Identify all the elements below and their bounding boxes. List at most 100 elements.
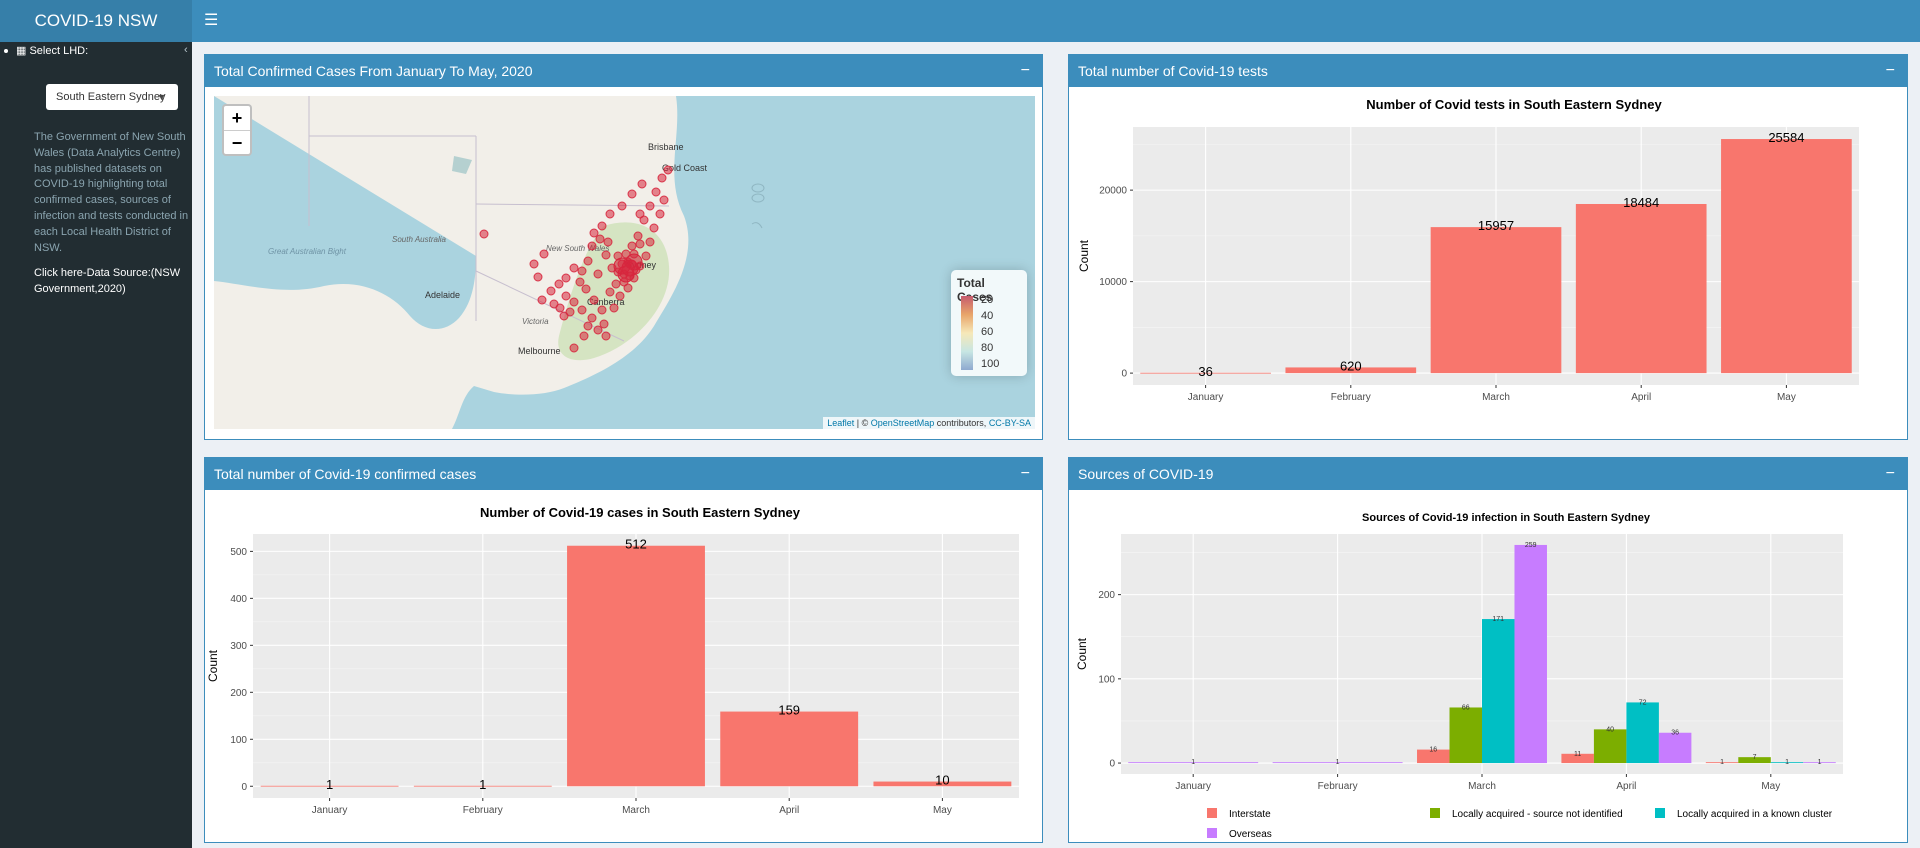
osm-link[interactable]: OpenStreetMap <box>870 418 935 428</box>
bar-may-locally-acquired-source-not-identified[interactable] <box>1738 757 1771 764</box>
minimize-icon[interactable]: − <box>1020 62 1030 79</box>
case-marker[interactable] <box>605 287 615 297</box>
case-marker[interactable] <box>605 209 615 219</box>
bar-may-interstate[interactable] <box>1705 762 1739 764</box>
map-canvas[interactable]: Brisbane Gold Coast South Australia New Sou… <box>214 96 1035 429</box>
case-marker[interactable] <box>601 331 611 341</box>
lhd-select[interactable]: South Eastern Sydney ▼ <box>46 84 178 110</box>
case-marker[interactable] <box>649 223 659 233</box>
bar-january[interactable] <box>1140 372 1271 374</box>
case-marker[interactable] <box>577 266 587 276</box>
case-marker[interactable] <box>663 165 673 175</box>
bar-may[interactable] <box>873 781 1012 787</box>
case-marker[interactable] <box>546 286 556 296</box>
leaflet-link[interactable]: Leaflet <box>827 418 855 428</box>
bar-april[interactable] <box>720 711 859 787</box>
zoom-in-button[interactable]: + <box>231 108 243 128</box>
case-marker[interactable] <box>559 311 569 321</box>
case-marker[interactable] <box>549 299 559 309</box>
case-marker[interactable] <box>657 173 667 183</box>
case-marker[interactable] <box>599 319 609 329</box>
bar-february-overseas[interactable] <box>1272 762 1403 764</box>
bar-april-overseas[interactable] <box>1658 732 1692 764</box>
zoom-out-button[interactable]: − <box>224 130 250 154</box>
case-marker[interactable] <box>579 331 589 341</box>
bar-april[interactable] <box>1575 203 1707 374</box>
case-marker[interactable] <box>633 231 643 241</box>
map-label-canberra: Canberra <box>587 297 625 307</box>
case-marker[interactable] <box>617 201 627 211</box>
case-marker[interactable] <box>597 221 607 231</box>
case-marker[interactable] <box>583 321 593 331</box>
case-marker[interactable] <box>597 305 607 315</box>
case-marker[interactable] <box>569 343 579 353</box>
case-marker[interactable] <box>641 251 651 261</box>
case-marker[interactable] <box>659 195 669 205</box>
case-marker[interactable] <box>593 269 603 279</box>
bar-march-locally-acquired-source-not-identified[interactable] <box>1449 707 1482 764</box>
case-marker[interactable] <box>603 237 613 247</box>
bar-january-overseas[interactable] <box>1128 762 1259 764</box>
case-marker[interactable] <box>539 249 549 259</box>
case-marker[interactable] <box>655 209 665 219</box>
case-marker[interactable] <box>561 291 571 301</box>
app-title[interactable]: COVID-19 NSW <box>0 0 192 42</box>
case-marker[interactable] <box>587 241 597 251</box>
case-marker[interactable] <box>561 273 571 283</box>
case-marker[interactable] <box>645 237 655 247</box>
case-marker[interactable] <box>529 259 539 269</box>
case-marker[interactable] <box>627 241 637 251</box>
map-view[interactable]: Brisbane Gold Coast South Australia New Sou… <box>214 96 1035 429</box>
case-marker[interactable] <box>537 295 547 305</box>
case-marker[interactable] <box>637 179 647 189</box>
bar-january[interactable] <box>260 785 399 787</box>
case-marker[interactable] <box>593 325 603 335</box>
bar-data-label: 620 <box>1340 358 1362 373</box>
case-marker[interactable] <box>569 297 579 307</box>
sources-box-body: Sources of Covid-19 infection in South E… <box>1069 490 1907 842</box>
case-marker[interactable] <box>479 229 489 239</box>
case-marker[interactable] <box>645 201 655 211</box>
case-marker[interactable] <box>609 303 619 313</box>
minimize-icon[interactable]: − <box>1020 465 1030 482</box>
case-marker[interactable] <box>589 295 599 305</box>
bar-february[interactable] <box>1285 367 1417 374</box>
case-marker[interactable] <box>595 234 605 244</box>
case-marker[interactable] <box>651 187 661 197</box>
license-link[interactable]: CC-BY-SA <box>988 418 1031 428</box>
case-marker[interactable] <box>575 277 585 287</box>
case-marker[interactable] <box>635 209 645 219</box>
bar-may-overseas[interactable] <box>1803 762 1836 764</box>
case-marker[interactable] <box>635 239 645 249</box>
bar-february[interactable] <box>413 785 552 787</box>
x-tick-label: March <box>622 805 650 816</box>
case-marker[interactable] <box>577 305 587 315</box>
case-marker[interactable] <box>601 250 611 260</box>
bar-may-locally-acquired-in-a-known-cluster[interactable] <box>1770 762 1804 764</box>
case-marker[interactable] <box>581 284 591 294</box>
bar-march-interstate[interactable] <box>1417 749 1450 764</box>
bar-march-overseas[interactable] <box>1514 544 1547 764</box>
minimize-icon[interactable]: − <box>1885 465 1895 482</box>
case-marker[interactable] <box>627 189 637 199</box>
bar-march-locally-acquired-in-a-known-cluster[interactable] <box>1482 619 1515 764</box>
case-marker[interactable] <box>569 263 579 273</box>
chevron-left-icon[interactable]: ‹ <box>184 44 188 56</box>
minimize-icon[interactable]: − <box>1885 62 1895 79</box>
bar-may[interactable] <box>1721 139 1852 374</box>
bar-april-locally-acquired-in-a-known-cluster[interactable] <box>1626 702 1659 764</box>
case-marker[interactable] <box>611 279 621 289</box>
hamburger-icon[interactable]: ☰ <box>204 12 219 29</box>
data-source-link[interactable]: Click here-Data Source:(NSW Government,2… <box>34 267 181 295</box>
case-marker[interactable] <box>615 291 625 301</box>
bar-april-interstate[interactable] <box>1561 753 1594 764</box>
case-marker-cluster[interactable] <box>613 257 631 275</box>
bar-march[interactable] <box>567 545 705 787</box>
bar-april-locally-acquired-source-not-identified[interactable] <box>1593 729 1627 764</box>
case-marker[interactable] <box>587 313 597 323</box>
case-marker[interactable] <box>554 279 564 289</box>
bar-march[interactable] <box>1430 227 1562 374</box>
case-marker[interactable] <box>533 272 543 282</box>
case-marker[interactable] <box>589 228 599 238</box>
case-marker[interactable] <box>583 256 593 266</box>
